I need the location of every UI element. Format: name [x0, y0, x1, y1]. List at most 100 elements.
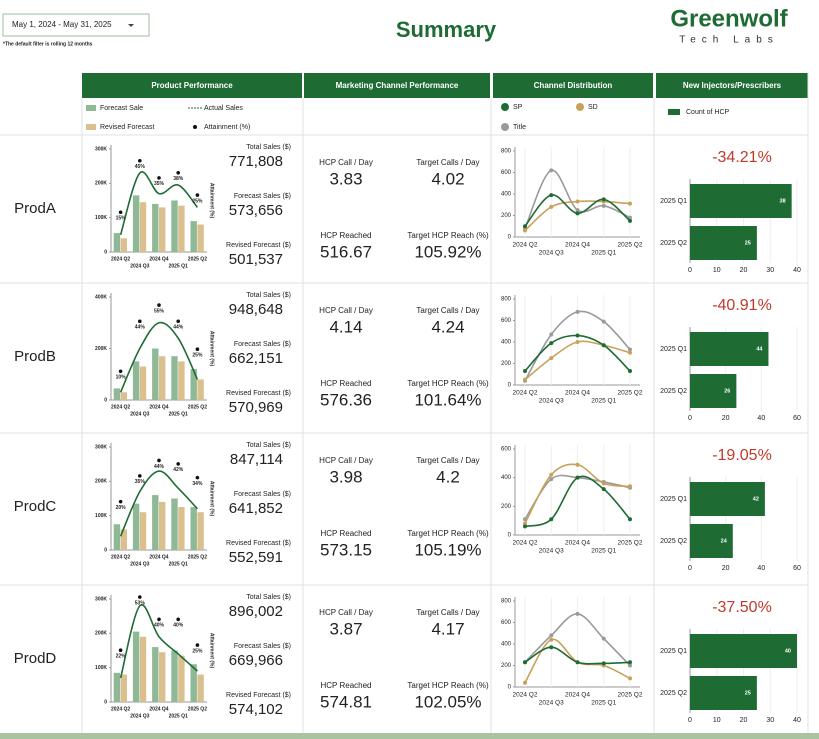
x-tick-label: 20 — [740, 717, 748, 724]
y-tick-label: 800 — [501, 297, 512, 303]
series-point — [601, 661, 606, 666]
y-tick-label: 600 — [501, 620, 512, 626]
bar-value-label: 42 — [753, 496, 759, 502]
column-title: Marketing Channel Performance — [336, 81, 459, 90]
bar — [152, 647, 159, 702]
legend-label: Forecast Sale — [100, 105, 143, 112]
y2-axis-label: Attainment (%) — [209, 331, 215, 367]
series-point — [601, 203, 606, 208]
kpi-label: Total Sales ($) — [246, 442, 291, 449]
kpi-value: 847,114 — [230, 451, 283, 468]
y-tick-label: 300K — [95, 146, 107, 152]
actual-sales-line — [119, 470, 198, 537]
x-tick-label: 40 — [793, 717, 801, 724]
series-point — [523, 369, 527, 374]
x-tick-label: 2024 Q3 — [130, 411, 149, 417]
attainment-dot — [138, 595, 142, 599]
metric-label: Target Calls / Day — [416, 306, 479, 315]
series-point — [628, 350, 632, 355]
bar — [132, 631, 140, 702]
metric-label: HCP Reached — [321, 231, 372, 240]
attainment-dot — [138, 319, 142, 324]
x-tick-label: 2025 Q1 — [591, 548, 616, 555]
bar — [197, 379, 204, 400]
column-title: New Injectors/Prescribers — [683, 81, 782, 90]
y-tick-label: 100K — [95, 215, 107, 221]
x-tick-label: 2025 Q2 — [618, 242, 643, 249]
metric-label: Target HCP Reach (%) — [407, 529, 489, 538]
legend-label: Actual Sales — [204, 105, 243, 112]
y-tick-label: 0 — [104, 547, 107, 553]
kpi-label: Revised Forecast ($) — [226, 390, 291, 397]
kpi-value: 573,656 — [229, 202, 283, 219]
x-tick-label: 20 — [722, 565, 730, 572]
legend-swatch — [668, 109, 680, 115]
attainment-label: 40% — [154, 623, 165, 629]
bar — [690, 226, 757, 260]
bar — [690, 374, 737, 408]
series-point — [549, 633, 554, 638]
x-tick-label: 0 — [688, 415, 692, 422]
attainment-dot — [176, 617, 180, 622]
bar — [178, 205, 185, 252]
bar-value-label: 25 — [745, 690, 751, 696]
legend-label: Revised Forecast — [100, 124, 155, 131]
attainment-label: 25% — [192, 198, 203, 204]
kpi-label: Total Sales ($) — [246, 594, 291, 601]
metric-label: HCP Call / Day — [319, 608, 373, 617]
attainment-dot — [118, 210, 123, 215]
kpi-value: 570,969 — [229, 399, 283, 416]
series-point — [575, 475, 580, 480]
series-point — [628, 215, 632, 220]
x-tick-label: 2025 Q1 — [169, 561, 188, 567]
x-tick-label: 2025 Q1 — [591, 250, 616, 257]
series-point — [628, 484, 632, 489]
series-point — [523, 224, 527, 229]
x-tick-label: 10 — [713, 267, 721, 274]
y-tick-label: 0 — [508, 383, 512, 389]
x-tick-label: 2024 Q3 — [539, 700, 564, 707]
bar — [171, 200, 178, 252]
y-tick-label: 2025 Q1 — [660, 198, 687, 205]
metric-value: 4.17 — [431, 619, 464, 638]
bar — [152, 348, 159, 400]
x-tick-label: 40 — [793, 267, 801, 274]
series-point — [523, 377, 527, 382]
attainment-label: 25% — [192, 353, 203, 359]
x-tick-label: 0 — [688, 565, 692, 572]
kpi-value: 574,102 — [229, 701, 283, 718]
y2-axis-label: Attainment (%) — [209, 481, 215, 517]
attainment-dot — [195, 193, 200, 197]
filter-note: *The default filter is rolling 12 months — [3, 41, 93, 47]
series-point — [549, 332, 554, 337]
attainment-dot — [118, 369, 123, 374]
date-filter-box[interactable] — [2, 13, 150, 37]
attainment-label: 22% — [116, 654, 127, 660]
bar-value-label: 24 — [721, 538, 728, 544]
attainment-dot — [118, 499, 123, 504]
attainment-label: 38% — [173, 176, 184, 182]
bar-value-label: 25 — [745, 240, 751, 246]
bar — [120, 529, 128, 550]
metric-label: HCP Call / Day — [319, 306, 373, 315]
metric-value: 4.02 — [431, 169, 464, 188]
bar — [190, 369, 197, 400]
bar — [152, 203, 159, 252]
series-point — [523, 524, 527, 529]
y-tick-label: 200K — [95, 346, 107, 352]
metric-label: Target Calls / Day — [416, 456, 479, 465]
x-tick-label: 2024 Q4 — [565, 540, 590, 547]
bar — [197, 674, 204, 702]
attainment-dot — [157, 176, 161, 180]
x-tick-label: 2024 Q4 — [149, 404, 168, 410]
attainment-dot — [157, 303, 161, 307]
attainment-label: 44% — [154, 464, 165, 470]
bar — [152, 495, 159, 550]
y-tick-label: 0 — [508, 235, 512, 241]
y-tick-label: 100K — [95, 665, 107, 671]
kpi-label: Forecast Sales ($) — [234, 643, 291, 650]
y-tick-label: 0 — [508, 533, 512, 539]
bar — [178, 655, 185, 702]
y-tick-label: 200K — [95, 479, 107, 485]
attainment-label: 20% — [116, 505, 127, 511]
